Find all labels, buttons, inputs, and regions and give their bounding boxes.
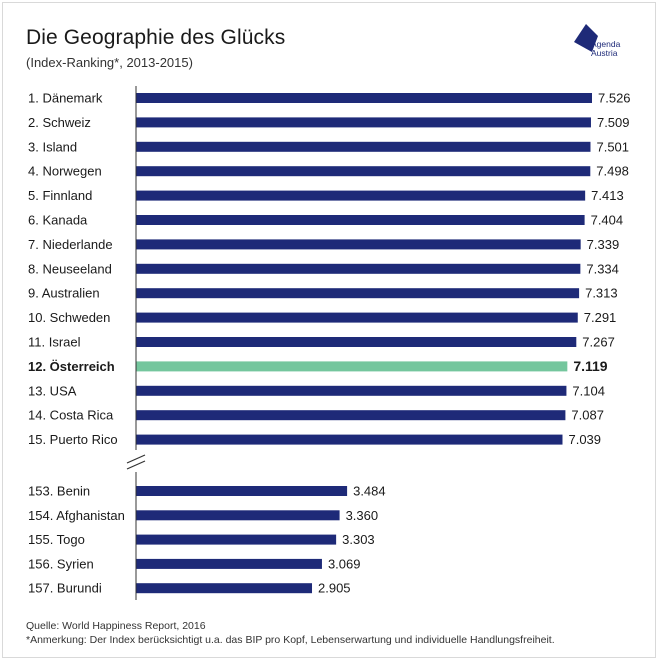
category-label: 5. Finnland xyxy=(28,188,92,203)
category-label: 7. Niederlande xyxy=(28,237,113,252)
bar xyxy=(136,263,581,274)
data-label: 7.498 xyxy=(596,164,629,179)
data-label: 7.291 xyxy=(584,310,617,325)
data-label: 7.526 xyxy=(598,91,631,106)
axis-break-mark xyxy=(126,454,146,464)
category-label: 156. Syrien xyxy=(28,556,94,571)
bar-highlight xyxy=(136,361,568,372)
bar xyxy=(136,117,591,128)
bar xyxy=(136,486,348,496)
chart-subtitle: (Index-Ranking*, 2013-2015) xyxy=(26,55,193,70)
category-label: 3. Island xyxy=(28,139,77,154)
source-note: Quelle: World Happiness Report, 2016 xyxy=(26,620,206,632)
category-label: 13. USA xyxy=(28,383,77,398)
bar xyxy=(136,288,580,299)
bar xyxy=(136,141,591,152)
data-label: 7.334 xyxy=(586,261,619,276)
data-label: 3.069 xyxy=(328,556,361,571)
data-label: 7.501 xyxy=(596,139,629,154)
category-label: 2. Schweiz xyxy=(28,115,91,130)
data-label: 7.404 xyxy=(591,213,624,228)
data-label: 7.119 xyxy=(573,358,607,374)
bar xyxy=(136,215,585,225)
category-label: 4. Norwegen xyxy=(28,164,102,179)
annotation-note: *Anmerkung: Der Index berücksichtigt u.a… xyxy=(26,634,555,646)
bar xyxy=(136,434,563,445)
bar-chart: 1. Dänemark 7.526 2. Schweiz 7.509 3. Island… xyxy=(28,86,631,600)
data-label: 7.313 xyxy=(585,286,618,301)
bar xyxy=(136,558,322,569)
category-label: 6. Kanada xyxy=(28,213,88,228)
category-label: 10. Schweden xyxy=(28,310,110,325)
bar xyxy=(136,239,581,250)
bar xyxy=(136,337,577,347)
bar xyxy=(136,410,566,421)
category-label: 11. Israel xyxy=(28,335,81,350)
bar xyxy=(136,312,578,323)
bar xyxy=(136,534,337,545)
agenda-austria-diamond-icon xyxy=(574,24,598,52)
category-label: 8. Neuseeland xyxy=(28,261,112,276)
axis-break-mark xyxy=(126,460,146,470)
data-label: 3.303 xyxy=(342,532,375,547)
category-label: 153. Benin xyxy=(28,484,90,499)
category-label: 14. Costa Rica xyxy=(28,408,114,423)
chart-title: Die Geographie des Glücks xyxy=(26,26,286,49)
category-label: 12. Österreich xyxy=(28,359,115,374)
bar xyxy=(136,583,313,594)
data-label: 7.413 xyxy=(591,188,624,203)
data-label: 2.905 xyxy=(318,581,351,596)
category-label: 155. Togo xyxy=(28,532,85,547)
bar xyxy=(136,510,340,521)
category-label: 157. Burundi xyxy=(28,581,102,596)
bar xyxy=(136,190,586,201)
data-label: 7.087 xyxy=(571,408,604,423)
category-label: 154. Afghanistan xyxy=(28,508,125,523)
bar xyxy=(136,166,591,177)
bar xyxy=(136,93,592,103)
data-label: 7.104 xyxy=(572,383,605,398)
data-label: 3.484 xyxy=(353,484,386,499)
data-label: 7.267 xyxy=(582,335,615,350)
data-label: 3.360 xyxy=(346,508,379,523)
bar xyxy=(136,385,567,396)
data-label: 7.339 xyxy=(587,237,620,252)
data-label: 7.039 xyxy=(568,432,601,447)
category-label: 1. Dänemark xyxy=(28,91,103,106)
logo-line2: Austria xyxy=(591,48,618,58)
category-label: 9. Australien xyxy=(28,286,100,301)
category-label: 15. Puerto Rico xyxy=(28,432,118,447)
logo-line1: Agenda xyxy=(591,39,621,49)
data-label: 7.509 xyxy=(597,115,630,130)
